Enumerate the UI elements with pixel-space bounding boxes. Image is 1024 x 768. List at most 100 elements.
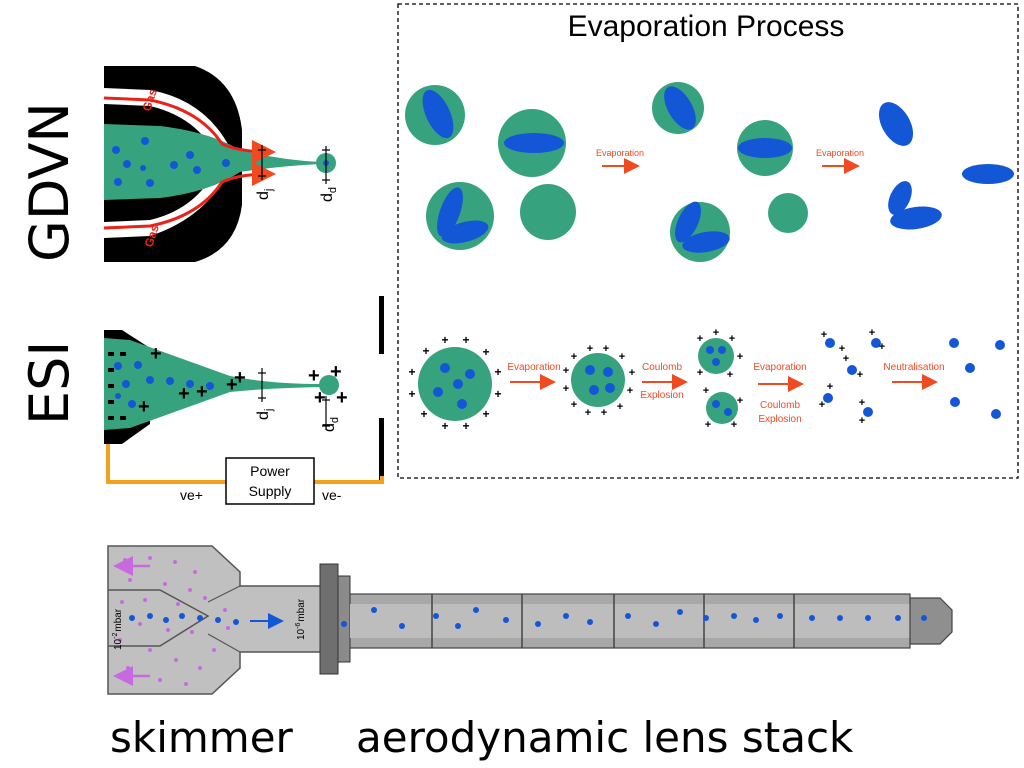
esi-arrow3-label-line3: Explosion [758,414,801,425]
svg-text:+: + [571,399,577,411]
svg-text:+: + [494,387,501,401]
gdvn-dd-label: dd [319,187,339,202]
svg-text:+: + [713,327,719,339]
svg-text:+: + [441,333,448,347]
svg-text:+: + [819,399,825,411]
svg-text:+: + [336,387,348,409]
svg-text:+: + [731,419,737,431]
gdvn-dj-label: dj [255,189,275,200]
esi-minus-charges [108,352,126,420]
skimmer-label: skimmer [110,713,294,762]
svg-text:+: + [482,407,489,421]
svg-text:+: + [603,343,609,355]
svg-text:+: + [839,343,845,355]
svg-text:+: + [627,385,633,397]
svg-text:+: + [196,381,208,403]
gdvn-gas-line-bottom [103,162,276,230]
esi-circuit-wire [106,444,384,484]
gdvn-evap-arrow2-label: Evaporation [816,148,864,158]
evaporation-panel: Evaporation Process Evaporation Evaporat… [397,3,1019,479]
gdvn-gas-line-top [103,96,276,164]
skimmer-section: 10-2mbar 10-6mbar [107,545,953,695]
gdvn-dd-marker [322,146,330,184]
gdvn-section: GDVN Gas Gas dj [18,66,339,262]
gdvn-dj-marker [258,145,266,180]
skimmer-inner-cone [108,589,210,647]
svg-text:+: + [697,333,703,345]
power-supply-box [225,457,315,505]
svg-text:+: + [563,365,569,377]
svg-text:+: + [827,381,833,393]
svg-text:+: + [587,343,593,355]
esi-dd-marker [322,396,330,430]
svg-text:+: + [420,407,427,421]
svg-text:+: + [482,345,489,359]
svg-text:+: + [703,385,709,397]
lens-stack-particles [341,607,927,629]
gdvn-evaporation-row: Evaporation Evaporation [405,82,1014,262]
svg-text:+: + [727,369,733,381]
svg-text:+: + [422,344,429,358]
gdvn-gas-bottom-label: Gas [142,223,162,249]
gdvn-evap-arrow1-label: Evaporation [596,148,644,158]
pressure-label-1: 10-2mbar [112,608,124,650]
esi-plus-charges: ++ + + ++ ++ ++ [138,343,348,418]
svg-text:+: + [234,367,246,389]
lens-stack-segments [431,594,795,648]
esi-arrow4-label: Neutralisation [883,362,944,373]
pressure-label-2: 10-6mbar [295,598,307,640]
svg-text:+: + [697,367,703,379]
esi-dj-label: dj [255,409,275,420]
esi-arrow2-label-line1: Coulomb [642,362,682,373]
svg-text:+: + [178,383,190,405]
evaporation-panel-border [397,3,1019,479]
esi-dj-marker [258,368,266,402]
svg-text:+: + [619,351,625,363]
svg-text:+: + [585,407,591,419]
svg-text:+: + [408,365,415,379]
svg-text:+: + [138,396,150,418]
svg-text:+: + [563,383,569,395]
esi-counter-electrode-top [379,296,384,354]
lens-stack-label: aerodynamic lens stack [356,713,854,762]
esi-dd-label: dd [321,417,341,432]
svg-text:+: + [571,351,577,363]
svg-text:+: + [843,353,849,365]
esi-arrow3-label-line2: Coulomb [760,400,800,411]
svg-text:+: + [737,351,743,363]
svg-text:+: + [869,327,875,339]
esi-droplet [319,375,339,395]
svg-text:+: + [859,415,865,427]
gdvn-liquid [104,124,320,200]
skimmer-particles [129,613,239,625]
svg-text:+: + [879,341,885,353]
svg-text:+: + [330,361,342,383]
gdvn-particles [112,137,230,187]
svg-text:+: + [462,419,469,433]
lens-stack-flange-inner [337,575,351,663]
esi-section: ESI ++ + + ++ ++ ++ [18,296,384,505]
lens-stack-flange [319,563,339,675]
svg-text:+: + [737,395,743,407]
ve-plus-label: ve+ [180,487,203,503]
svg-text:+: + [629,367,635,379]
power-supply-label-line1: Power [250,463,290,479]
power-supply-label-line2: Supply [249,483,292,499]
svg-text:+: + [494,365,501,379]
svg-text:+: + [857,369,863,381]
esi-title: ESI [18,341,81,425]
esi-counter-electrode-bottom [379,418,384,480]
esi-particles [114,361,214,408]
svg-text:+: + [821,329,827,341]
lens-stack-nozzle [909,597,953,645]
svg-text:+: + [226,374,238,396]
skimmer-gas-dots [118,556,230,686]
skimmer-throat [207,585,241,653]
svg-text:+: + [462,333,469,347]
svg-text:+: + [314,387,326,409]
svg-text:+: + [601,407,607,419]
esi-arrow1-label: Evaporation [507,362,560,373]
gdvn-title: GDVN [18,102,81,262]
esi-evaporation-row: ++ + +++ +++ +++ Evaporation ++ + +++ +++ … [408,327,1005,433]
